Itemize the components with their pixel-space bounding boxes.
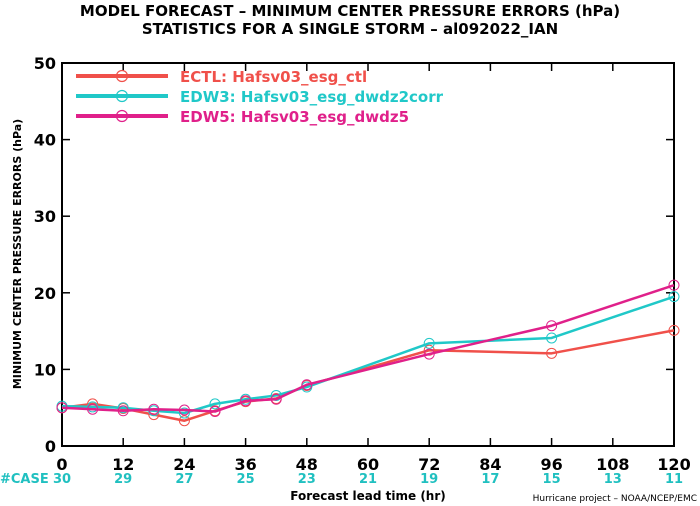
data-point [546,320,558,332]
data-point [209,406,221,418]
case-count: 29 [114,472,132,487]
case-counts: 30 29 27 25 23 21 19 17 15 13 11 [53,472,683,487]
case-count: 23 [298,472,316,487]
legend-label: EDW3: Hafsv03_esg_dwdz2corr [180,88,444,106]
data-point [117,402,129,414]
data-point [668,324,680,336]
chart-title: MODEL FORECAST – MINIMUM CENTER PRESSURE… [80,2,620,20]
case-count: 25 [237,472,255,487]
legend: ECTL: Hafsv03_esg_ctl EDW3: Hafsv03_esg_d… [76,68,444,126]
case-count: 13 [604,472,622,487]
series-line [61,295,675,415]
x-tick-label: 84 [479,455,501,474]
legend-marker [115,109,129,123]
case-count: 30 [53,472,71,487]
series-group [56,279,680,418]
data-point [240,395,252,407]
data-point [546,347,558,359]
data-point [668,279,680,291]
legend-label: ECTL: Hafsv03_esg_ctl [180,68,367,86]
x-tick-label: 12 [112,455,134,474]
x-tick-label: 60 [357,455,379,474]
x-tick-label: 24 [173,455,195,474]
x-tick-label: 96 [540,455,562,474]
series-lines [56,279,680,427]
series-line [61,329,675,422]
data-point [301,379,313,391]
legend-marker [115,89,129,103]
data-point [270,393,282,405]
x-tick-label: 72 [418,455,440,474]
x-tick-label: 36 [234,455,256,474]
data-point [87,403,99,415]
y-axis-ticks: 0 10 20 30 40 50 [34,54,674,456]
case-count: 17 [481,472,499,487]
legend-label: EDW5: Hafsv03_esg_dwdz5 [180,108,409,126]
data-point [423,348,435,360]
x-tick-label: 108 [596,455,629,474]
case-count: 27 [175,472,193,487]
y-axis-label: MINIMUM CENTER PRESSURE ERRORS (hPa) [11,119,24,389]
data-point [178,404,190,416]
x-axis-label: Forecast lead time (hr) [290,489,446,503]
y-tick-label: 20 [34,284,56,303]
data-point [209,398,221,410]
y-tick-label: 10 [34,360,56,379]
x-axis-ticks: 0 12 24 36 48 60 72 84 96 108 120 [56,63,691,474]
case-count: 11 [665,472,683,487]
case-count: 21 [359,472,377,487]
y-tick-label: 40 [34,131,56,150]
x-tick-label: 0 [56,455,67,474]
y-tick-label: 0 [45,437,56,456]
case-count: 15 [543,472,561,487]
case-label: #CASE [0,472,49,487]
data-point [117,405,129,417]
series-group [56,291,680,419]
x-tick-label: 48 [296,455,318,474]
data-point [178,407,190,419]
data-point [148,403,160,415]
data-point [668,291,680,303]
data-point [423,337,435,349]
data-point [56,402,68,414]
data-point [87,401,99,413]
data-point [178,415,190,427]
case-count: 19 [420,472,438,487]
y-tick-label: 50 [34,54,56,73]
chart-subtitle: STATISTICS FOR A SINGLE STORM – al092022… [142,20,558,38]
credit-text: Hurricane project – NOAA/NCEP/EMC [533,494,697,504]
legend-marker [115,69,129,83]
y-tick-label: 30 [34,207,56,226]
x-tick-label: 120 [657,455,690,474]
data-point [546,332,558,344]
